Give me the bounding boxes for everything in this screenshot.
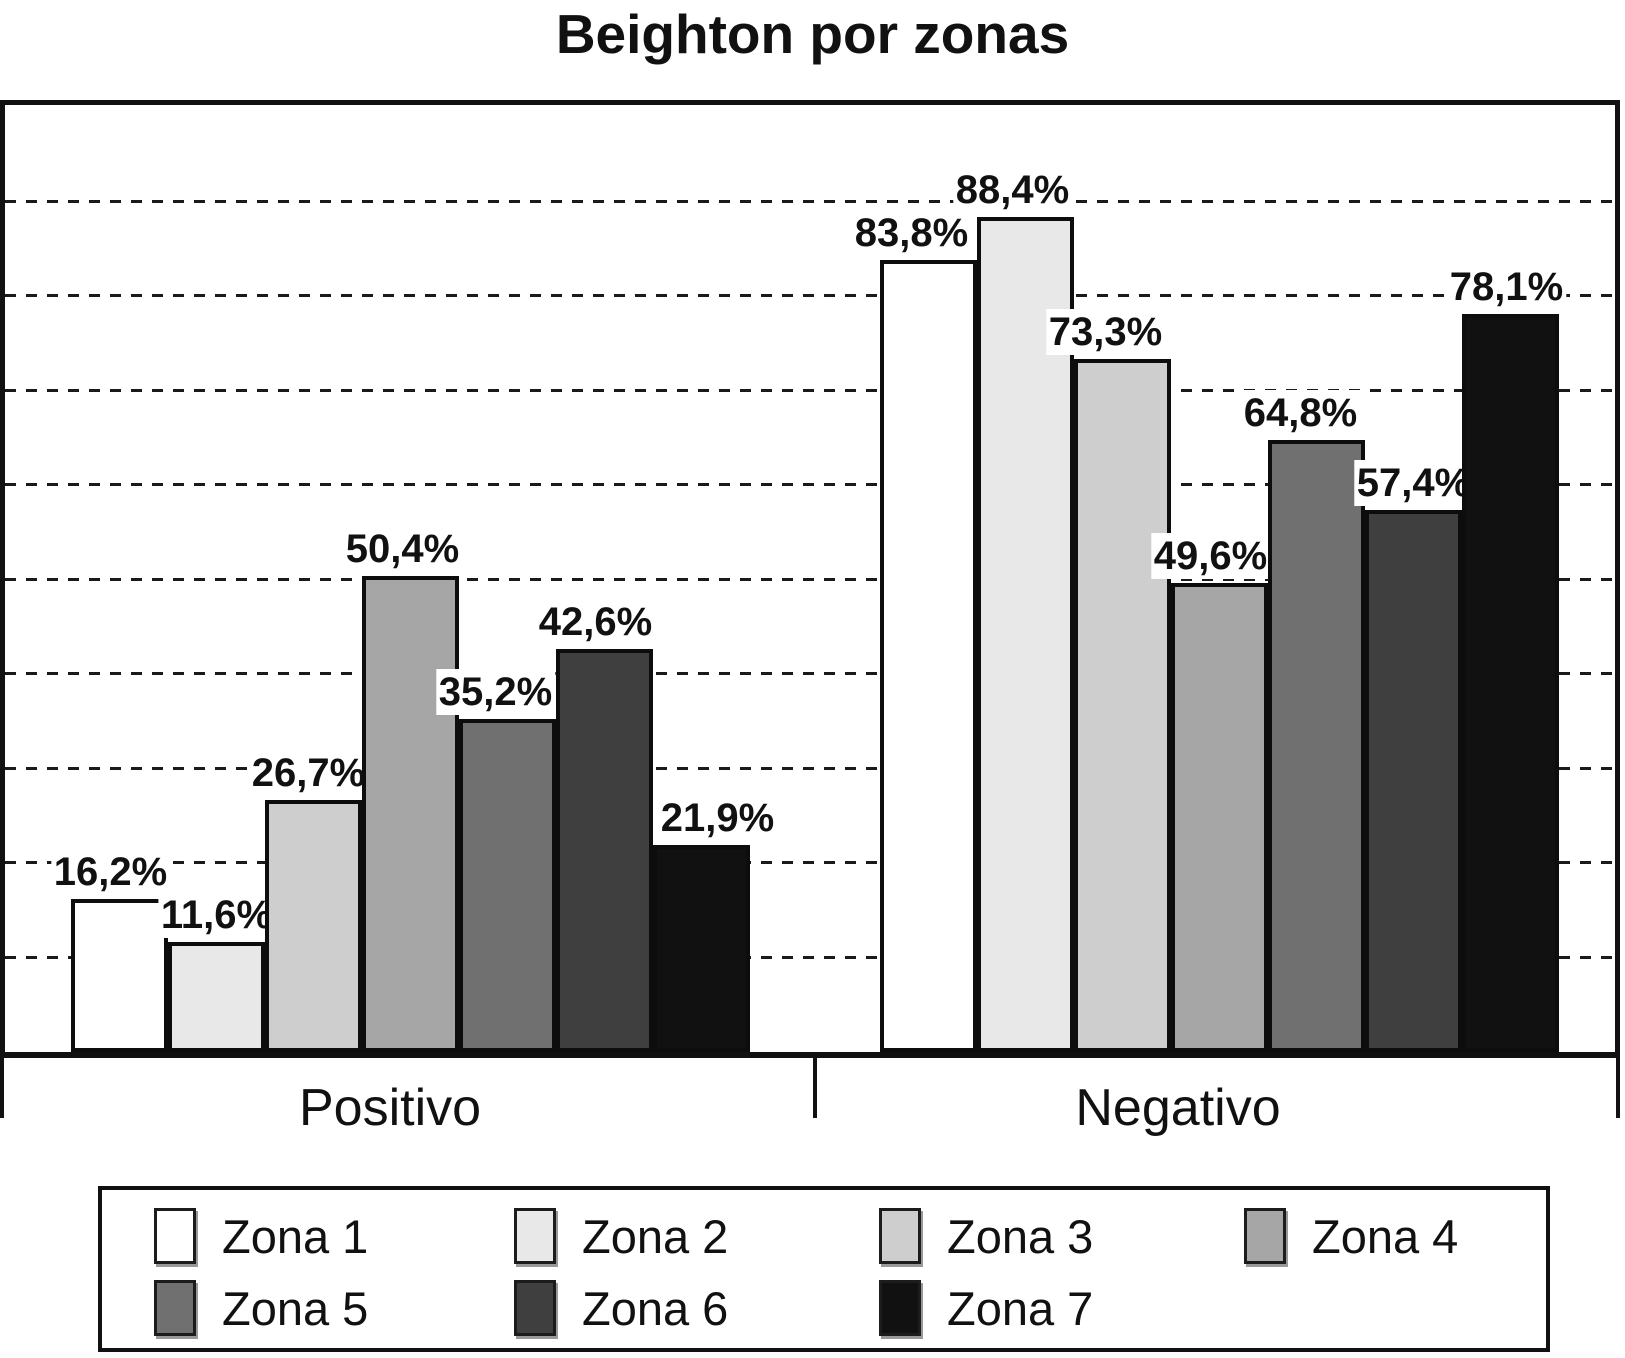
legend-swatch-zona1 <box>154 1208 196 1264</box>
legend-item-zona3: Zona 3 <box>879 1208 1244 1264</box>
bar-value-label-zona5-negativo: 64,8% <box>1240 389 1361 436</box>
bar-zona5-negativo <box>1268 439 1365 1052</box>
bar-zona6-positivo <box>556 649 653 1052</box>
gridline-40pct <box>5 672 1615 675</box>
bar-value-label-zona6-positivo: 42,6% <box>535 599 656 646</box>
bar-zona1-positivo <box>71 898 168 1052</box>
legend-box: Zona 1 Zona 2 Zona 3 Zona 4 Zona 5 Zona 6 Zona… <box>98 1186 1550 1352</box>
bar-zona2-negativo <box>977 216 1074 1052</box>
legend-item-zona2: Zona 2 <box>514 1208 879 1264</box>
bar-value-label-zona3-negativo: 73,3% <box>1045 309 1166 356</box>
bar-value-label-zona7-negativo: 78,1% <box>1446 263 1567 310</box>
gridline-30pct <box>5 766 1615 770</box>
bar-value-label-zona2-positivo: 11,6% <box>157 892 276 939</box>
bar-value-label-zona4-negativo: 49,6% <box>1150 533 1271 580</box>
bar-zona7-positivo <box>653 845 750 1052</box>
bar-value-label-zona4-positivo: 50,4% <box>342 525 463 572</box>
legend-swatch-zona7 <box>879 1280 921 1336</box>
bar-value-label-zona1-positivo: 16,2% <box>50 848 171 895</box>
bar-zona3-negativo <box>1074 359 1171 1052</box>
x-axis-tick-0 <box>0 1053 4 1118</box>
legend-label-zona1: Zona 1 <box>222 1209 369 1263</box>
x-axis-tick-2 <box>1616 1053 1620 1118</box>
bar-zona5-positivo <box>459 719 556 1052</box>
legend-item-zona7: Zona 7 <box>879 1280 1244 1336</box>
legend-swatch-zona4 <box>1244 1208 1286 1264</box>
bar-value-label-zona5-positivo: 35,2% <box>435 669 556 716</box>
legend-item-zona6: Zona 6 <box>514 1280 879 1336</box>
plot-area: 16,2% 83,8% 11,6% 88,4% 26,7% 73,3% 50,4% 49,6%… <box>0 100 1620 1058</box>
bar-zona3-positivo <box>265 799 362 1052</box>
legend-swatch-zona3 <box>879 1208 921 1264</box>
bar-zona1-negativo <box>880 260 977 1052</box>
legend-label-zona7: Zona 7 <box>947 1281 1094 1335</box>
legend-label-zona3: Zona 3 <box>947 1209 1094 1263</box>
legend-label-zona5: Zona 5 <box>222 1281 369 1335</box>
gridline-50pct <box>5 577 1615 581</box>
gridline-10pct <box>5 955 1615 959</box>
legend-item-zona1: Zona 1 <box>154 1208 514 1264</box>
legend-item-zona4: Zona 4 <box>1244 1208 1546 1264</box>
legend-label-zona6: Zona 6 <box>582 1281 729 1335</box>
chart-title: Beighton por zonas <box>555 3 1070 65</box>
gridline-90pct <box>5 199 1615 203</box>
bar-zona2-positivo <box>168 942 265 1052</box>
legend-swatch-zona5 <box>154 1280 196 1336</box>
legend-label-zona4: Zona 4 <box>1312 1209 1459 1263</box>
group-label-negativo: Negativo <box>1075 1079 1281 1137</box>
legend-swatch-zona6 <box>514 1280 556 1336</box>
group-label-positivo: Positivo <box>298 1079 482 1137</box>
legend-item-zona5: Zona 5 <box>154 1280 514 1336</box>
bar-zona6-negativo <box>1365 509 1462 1052</box>
gridline-20pct <box>5 861 1615 864</box>
gridline-70pct <box>5 388 1615 392</box>
gridline-80pct <box>5 294 1615 297</box>
bar-value-label-zona2-negativo: 88,4% <box>952 166 1073 213</box>
gridline-60pct <box>5 483 1615 486</box>
bar-zona4-positivo <box>362 575 459 1052</box>
x-axis-tick-1 <box>813 1053 817 1118</box>
legend-swatch-zona2 <box>514 1208 556 1264</box>
bar-zona4-negativo <box>1171 583 1268 1052</box>
bar-value-label-zona7-positivo: 21,9% <box>657 795 778 842</box>
legend-label-zona2: Zona 2 <box>582 1209 729 1263</box>
bar-value-label-zona3-positivo: 26,7% <box>248 749 369 796</box>
bar-value-label-zona6-negativo: 57,4% <box>1353 459 1474 506</box>
bar-value-label-zona1-negativo: 83,8% <box>851 210 972 257</box>
bar-zona7-negativo <box>1462 313 1559 1052</box>
